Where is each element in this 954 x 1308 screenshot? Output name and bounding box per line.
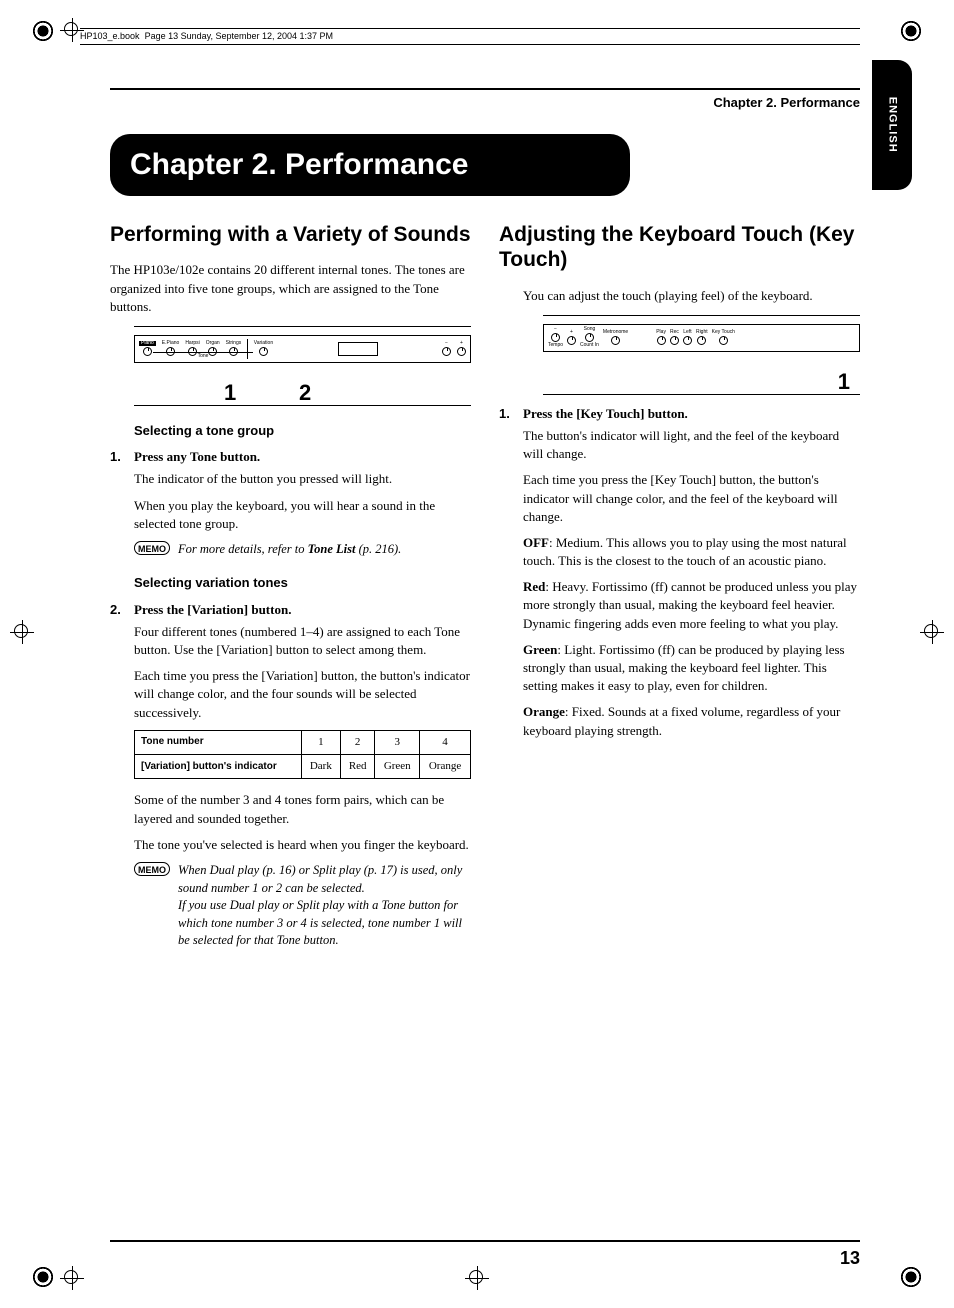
- td-1: 1: [301, 730, 340, 754]
- kt-step-num: 1.: [499, 405, 523, 423]
- step-text-2: Press the [Variation] button.: [134, 601, 291, 619]
- step-text-1: Press any Tone button.: [134, 448, 260, 466]
- memo-icon: MEMO: [134, 541, 170, 555]
- meta-pageinfo: Page 13 Sunday, September 12, 2004 1:37 …: [145, 31, 333, 41]
- reg-mark-bottom-left: [60, 1266, 84, 1290]
- memo-text-2: When Dual play (p. 16) or Split play (p.…: [178, 862, 471, 950]
- running-header: Chapter 2. Performance ENGLISH: [110, 88, 860, 112]
- kt-red-label: Red: [523, 579, 545, 594]
- diagram-btn-variation: Variation: [254, 341, 273, 346]
- memo-text-bold: Tone List: [308, 542, 356, 556]
- intro-para: The HP103e/102e contains 20 different in…: [110, 261, 471, 316]
- kt-step-text: Press the [Key Touch] button.: [523, 405, 688, 423]
- lang-label: ENGLISH: [884, 97, 899, 153]
- subheading-tone-group: Selecting a tone group: [134, 422, 471, 440]
- th-indicator: [Variation] button's indicator: [135, 755, 302, 779]
- kt-p1: The button's indicator will light, and t…: [523, 427, 860, 463]
- memo-text-prefix: For more details, refer to: [178, 542, 308, 556]
- kt-orange: Orange: Fixed. Sounds at a fixed volume,…: [523, 703, 860, 739]
- kt-green: Green: Light. Fortissimo (ff) can be pro…: [523, 641, 860, 696]
- tone-bracket: Tone: [153, 352, 253, 360]
- keytouch-panel-diagram: −Tempo + SongCount In Metronome Play Rec…: [543, 315, 860, 395]
- td-orange: Orange: [420, 755, 471, 779]
- memo-dual-split: MEMO When Dual play (p. 16) or Split pla…: [134, 862, 471, 950]
- kt-btn-minus: −: [554, 327, 557, 332]
- meta-filename: HP103_e.book: [80, 31, 140, 41]
- kt-btn-plus: +: [570, 330, 573, 335]
- td-dark: Dark: [301, 755, 340, 779]
- kt-off-text: : Medium. This allows you to play using …: [523, 535, 847, 568]
- para-color-change: Each time you press the [Variation] butt…: [134, 667, 471, 722]
- step-number-1: 1.: [110, 448, 134, 466]
- para-play-keyboard: When you play the keyboard, you will hea…: [134, 497, 471, 533]
- td-2: 2: [340, 730, 374, 754]
- crop-mark-tr: [898, 18, 924, 44]
- kt-green-label: Green: [523, 642, 557, 657]
- diagram-btn-plus: +: [460, 341, 463, 346]
- kt-off: OFF: Medium. This allows you to play usi…: [523, 534, 860, 570]
- diagram-btn-minus: −: [445, 341, 448, 346]
- kt-orange-label: Orange: [523, 704, 565, 719]
- diagram-btn-piano: Piano: [139, 341, 156, 346]
- diagram-btn-harpsi: Harpsi: [185, 341, 199, 346]
- memo-text-suffix: (p. 216).: [355, 542, 401, 556]
- tone-number-table: Tone number 1 2 3 4 [Variation] button's…: [134, 730, 471, 780]
- chapter-ref: Chapter 2. Performance: [713, 95, 860, 110]
- diagram-btn-epiano: E.Piano: [162, 341, 180, 346]
- subheading-variation: Selecting variation tones: [134, 574, 471, 592]
- left-column: Performing with a Variety of Sounds The …: [110, 222, 471, 955]
- kt-p2: Each time you press the [Key Touch] butt…: [523, 471, 860, 526]
- th-tone-number: Tone number: [135, 730, 302, 754]
- crop-mark-br: [898, 1264, 924, 1290]
- para-indicator: The indicator of the button you pressed …: [134, 470, 471, 488]
- crop-mark-bl: [30, 1264, 56, 1290]
- kt-off-label: OFF: [523, 535, 549, 550]
- diagram-btn-strings: Strings: [226, 341, 242, 346]
- para-pairs: Some of the number 3 and 4 tones form pa…: [134, 791, 471, 827]
- kt-orange-text: : Fixed. Sounds at a fixed volume, regar…: [523, 704, 840, 737]
- chapter-title-banner: Chapter 2. Performance: [110, 134, 630, 196]
- language-tab: ENGLISH: [872, 60, 912, 190]
- page-num-text: 13: [840, 1248, 860, 1268]
- right-column: Adjusting the Keyboard Touch (Key Touch)…: [499, 222, 860, 955]
- tone-panel-diagram: Piano E.Piano Harpsi Organ Strings Varia…: [134, 326, 471, 406]
- td-green: Green: [375, 755, 420, 779]
- para-selected-tone: The tone you've selected is heard when y…: [134, 836, 471, 854]
- kt-btn-metro: Metronome: [603, 330, 628, 335]
- kt-btn-right: Right: [696, 330, 708, 335]
- kt-red: Red: Heavy. Fortissimo (ff) cannot be pr…: [523, 578, 860, 633]
- intro-keytouch: You can adjust the touch (playing feel) …: [523, 287, 860, 305]
- kt-btn-keytouch: Key Touch: [712, 330, 735, 335]
- kt-btn-left: Left: [683, 330, 691, 335]
- td-3: 3: [375, 730, 420, 754]
- callout-2: 2: [299, 378, 311, 409]
- callout-1: 1: [224, 378, 236, 409]
- diagram-display: [338, 342, 378, 356]
- section-heading-keytouch: Adjusting the Keyboard Touch (Key Touch): [499, 222, 860, 272]
- td-red: Red: [340, 755, 374, 779]
- memo-tone-list: MEMO For more details, refer to Tone Lis…: [134, 541, 471, 559]
- reg-mark-right: [920, 620, 944, 644]
- kt-green-text: : Light. Fortissimo (ff) can be produced…: [523, 642, 845, 693]
- reg-mark-left: [10, 620, 34, 644]
- kt-btn-play: Play: [656, 330, 666, 335]
- kt-callout-1: 1: [838, 367, 850, 398]
- section-heading-sounds: Performing with a Variety of Sounds: [110, 222, 471, 247]
- kt-btn-rec: Rec: [670, 330, 679, 335]
- para-four-tones: Four different tones (numbered 1–4) are …: [134, 623, 471, 659]
- kt-btn-song: Song: [584, 327, 596, 332]
- diagram-btn-organ: Organ: [206, 341, 220, 346]
- td-4: 4: [420, 730, 471, 754]
- crop-mark-tl: [30, 18, 56, 44]
- page-meta-info: HP103_e.book Page 13 Sunday, September 1…: [80, 28, 860, 45]
- page-number: 13: [110, 1240, 860, 1271]
- step-number-2: 2.: [110, 601, 134, 619]
- memo-icon-2: MEMO: [134, 862, 170, 876]
- kt-red-text: : Heavy. Fortissimo (ff) cannot be produ…: [523, 579, 857, 630]
